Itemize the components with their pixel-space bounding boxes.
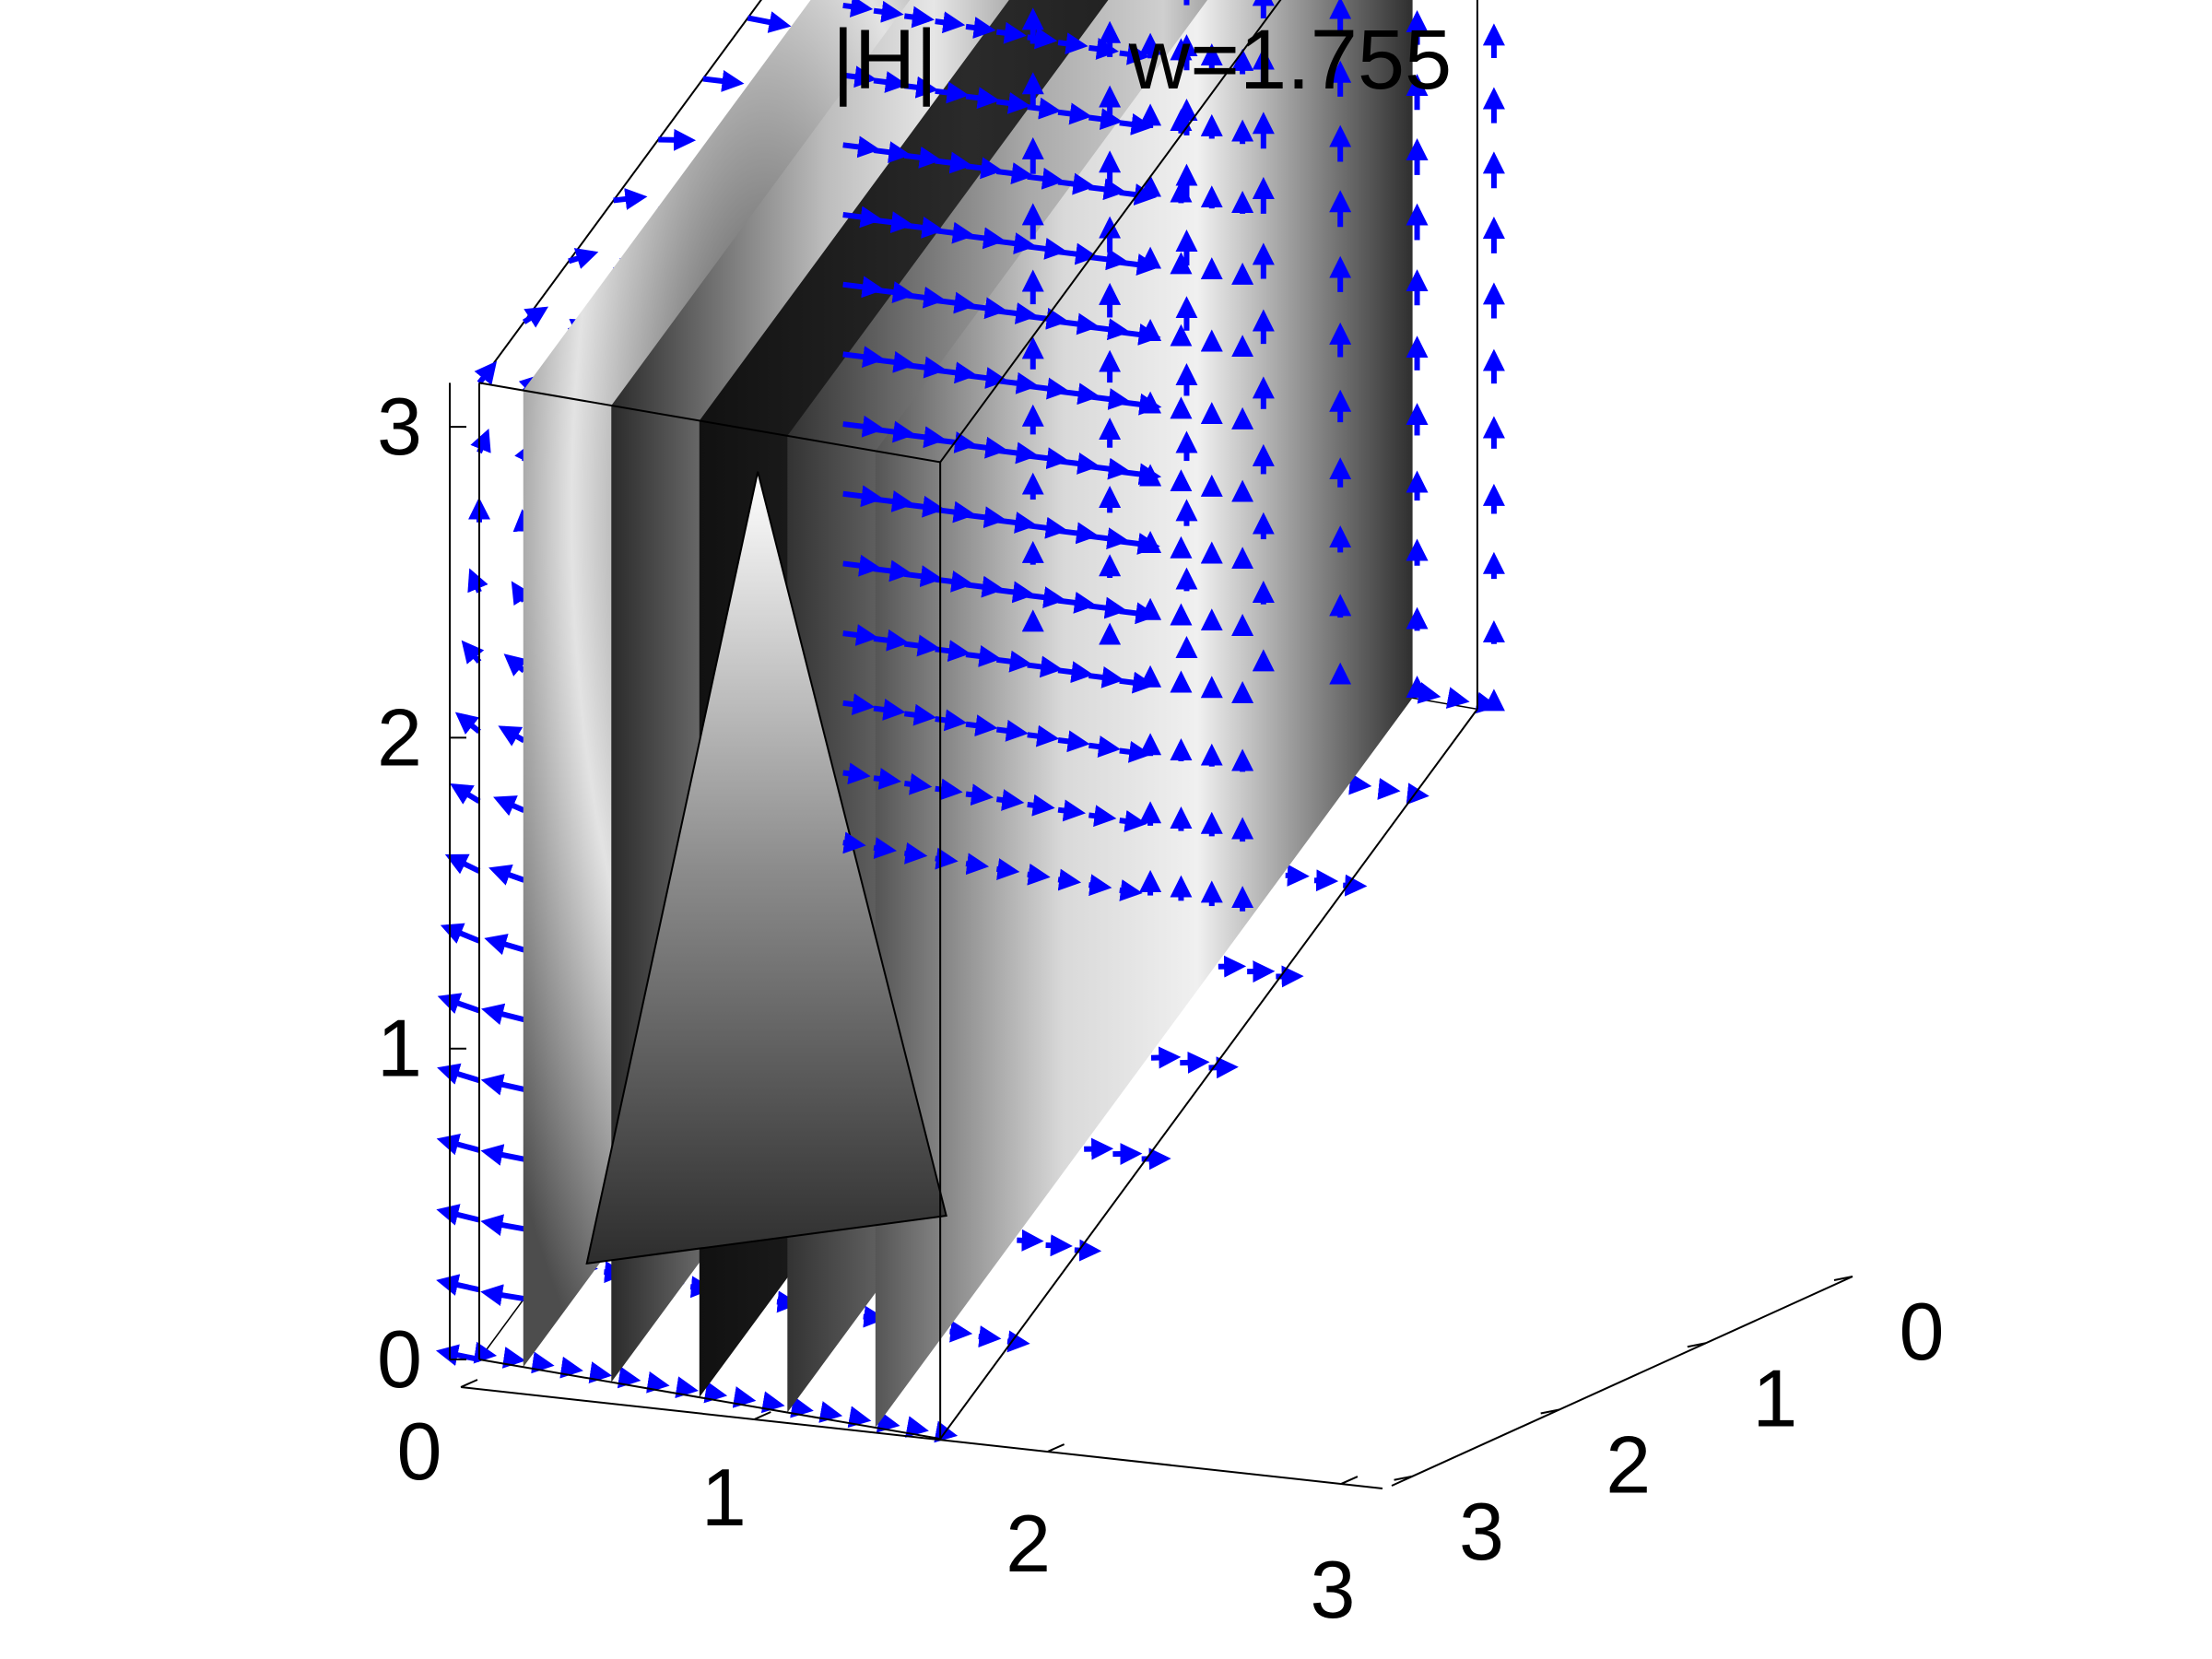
z-tick-label: 3 [377, 381, 422, 472]
x-tick-label: 1 [701, 1452, 747, 1543]
x-tick-label: 2 [1006, 1498, 1051, 1589]
y-tick-label: 0 [1900, 1286, 1945, 1377]
x-tick-label: 3 [1310, 1544, 1355, 1635]
y-tick-label: 1 [1752, 1352, 1797, 1443]
axis-ticks: 0 1 2 3 0 1 2 3 0 1 2 3 [377, 381, 1944, 1635]
y-tick-label: 3 [1459, 1486, 1504, 1577]
chart-title-quantity: |H| [832, 13, 937, 107]
axes-box-front [478, 0, 1478, 1441]
magnitude-slices [523, 0, 1413, 1428]
chart-title-frequency: w=1.755 [1128, 13, 1452, 107]
y-tick-label: 2 [1606, 1419, 1651, 1511]
z-tick-label: 0 [377, 1313, 422, 1405]
x-tick-label: 0 [397, 1406, 442, 1497]
z-tick-label: 2 [377, 691, 422, 782]
z-tick-label: 1 [377, 1003, 422, 1094]
